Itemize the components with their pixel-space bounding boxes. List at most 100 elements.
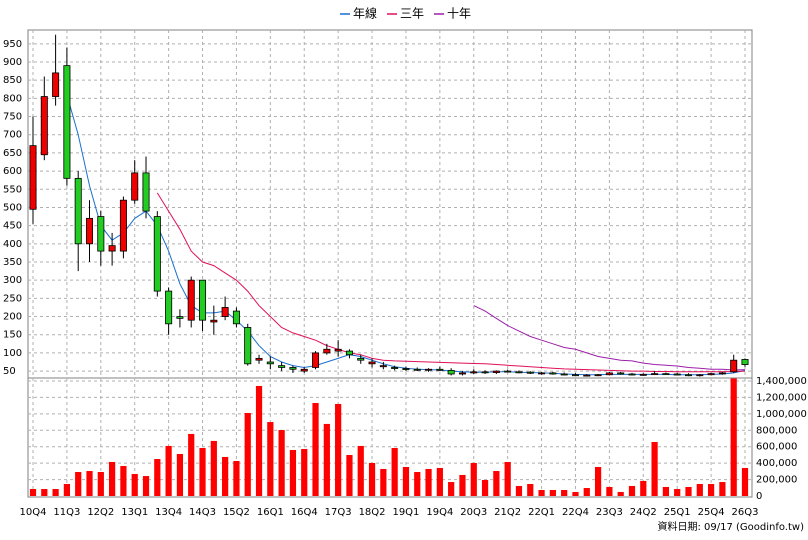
volume-bar — [323, 423, 330, 496]
candle-body — [481, 371, 489, 374]
y-tick-label: 800 — [3, 93, 22, 104]
candle-body — [741, 359, 749, 365]
volume-bar — [63, 484, 71, 496]
volume-bar — [594, 466, 602, 496]
volume-bar — [199, 448, 206, 496]
legend-label: 十年 — [447, 7, 471, 21]
volume-bar — [719, 482, 726, 496]
volume-bar — [267, 422, 274, 496]
x-tick-label: 17Q3 — [325, 507, 352, 518]
candle-body — [131, 172, 139, 201]
candle-body — [560, 373, 568, 376]
volume-bar — [527, 484, 534, 496]
volume-bar — [391, 448, 398, 496]
volume-bar — [448, 482, 455, 496]
candle-body — [357, 357, 365, 361]
x-tick-label: 16Q4 — [291, 507, 318, 518]
volume-bar — [120, 466, 127, 496]
volume-bar — [504, 461, 511, 496]
legend-label: 三年 — [400, 7, 424, 21]
volume-bar — [312, 402, 319, 496]
y2-tick-label: 1,400,000 — [756, 376, 807, 387]
volume-bar — [436, 467, 443, 496]
x-tick-label: 20Q3 — [460, 507, 487, 518]
y-tick-label: 200 — [3, 312, 22, 323]
volume-bar — [730, 378, 737, 496]
x-tick-label: 13Q1 — [121, 507, 148, 518]
volume-bar — [414, 472, 421, 496]
candle-body — [142, 172, 150, 212]
candle-body — [458, 372, 466, 375]
volume-bar — [402, 466, 410, 496]
volume-bar — [470, 462, 477, 496]
x-tick-label: 11Q3 — [53, 507, 80, 518]
candle-body — [345, 350, 353, 356]
volume-bar — [188, 433, 195, 496]
volume-bar — [572, 491, 579, 496]
volume-bar — [154, 459, 161, 496]
y-tick-label: 250 — [3, 293, 22, 304]
candle-body — [549, 372, 557, 375]
candle-body — [447, 369, 455, 375]
candle-body — [52, 72, 60, 97]
candle-body — [153, 216, 161, 292]
x-tick-label: 12Q2 — [87, 507, 114, 518]
y-tick-label: 400 — [3, 239, 22, 250]
candle-body — [436, 368, 444, 371]
candle-body — [255, 357, 263, 361]
y-tick-label: 300 — [3, 275, 22, 286]
candle-body — [97, 216, 105, 252]
plot-frame — [27, 29, 753, 498]
volume-bar — [628, 485, 636, 496]
y-tick-label: 750 — [3, 112, 22, 123]
candle-body — [425, 368, 433, 371]
ma-line — [473, 305, 746, 371]
volume-bar — [606, 486, 613, 496]
volume-bar — [538, 490, 545, 496]
y-tick-label: 50 — [3, 366, 16, 377]
y2-tick-label: 800,000 — [756, 425, 797, 436]
candle-body — [538, 372, 546, 375]
volume-bar — [289, 449, 297, 496]
volume-bar — [380, 468, 387, 496]
candle-body — [583, 374, 591, 377]
x-tick-label: 23Q3 — [596, 507, 623, 518]
candle-body — [278, 365, 286, 368]
candle-body — [515, 371, 523, 374]
candle-body — [266, 361, 274, 365]
y-tick-label: 500 — [3, 202, 22, 213]
candle-body — [323, 348, 331, 354]
candle-body — [289, 367, 297, 370]
legend-label: 年線 — [353, 6, 377, 21]
volume-bar — [515, 485, 523, 496]
volume-bar — [109, 461, 116, 496]
candle-body — [651, 373, 659, 376]
y2-tick-label: 600,000 — [756, 442, 797, 453]
y2-tick-label: 0 — [756, 491, 762, 502]
candle-body — [492, 370, 500, 373]
volume-bar — [346, 454, 353, 496]
y2-tick-label: 400,000 — [756, 458, 797, 469]
volume-bar — [142, 476, 150, 496]
volume-bar — [741, 467, 749, 496]
candle-body — [334, 348, 342, 352]
ma-line — [156, 192, 746, 373]
candle-body — [221, 307, 229, 317]
candle-body — [684, 374, 693, 377]
volume-bar — [335, 403, 342, 496]
y-tick-label: 350 — [3, 257, 22, 268]
volume-bar — [222, 456, 229, 496]
volume-bar — [176, 454, 184, 496]
candle-body — [470, 371, 478, 374]
candle-body — [63, 65, 71, 179]
candle-body — [232, 310, 240, 325]
x-tick-label: 18Q2 — [359, 507, 386, 518]
x-tick-label: 25Q4 — [698, 507, 725, 518]
y-tick-label: 850 — [3, 75, 22, 86]
x-tick-label: 22Q1 — [528, 507, 555, 518]
candle-body — [108, 245, 116, 252]
volume-bar — [549, 490, 556, 496]
candle-body — [74, 177, 82, 245]
candle-body — [199, 279, 207, 321]
